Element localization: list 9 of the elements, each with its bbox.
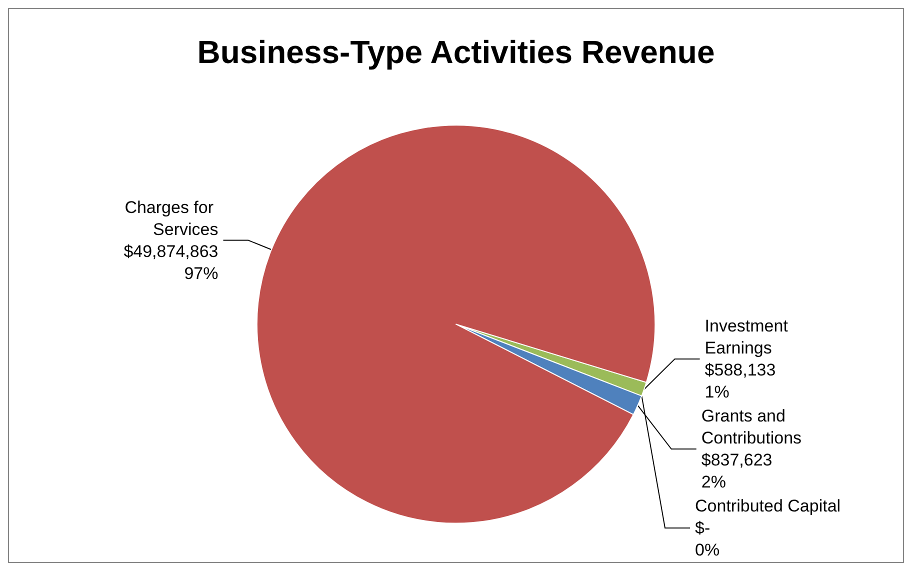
chart-title: Business-Type Activities Revenue bbox=[197, 34, 715, 70]
data-label: $837,623 2% bbox=[701, 450, 772, 492]
slice-label: Investment Earnings bbox=[704, 316, 793, 358]
data-label: $49,874,863 97% bbox=[124, 242, 218, 283]
slice-label: Grants and Contributions bbox=[701, 406, 802, 448]
text: $- 0% bbox=[695, 518, 720, 560]
category-label: Contributed Capital bbox=[695, 496, 841, 516]
data-label: $588,133 1% bbox=[704, 360, 776, 402]
slice-label: Charges for Services bbox=[124, 198, 218, 239]
